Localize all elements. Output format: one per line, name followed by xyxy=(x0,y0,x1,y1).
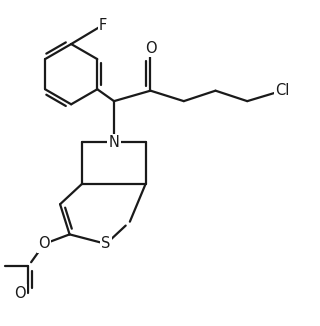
Text: F: F xyxy=(99,18,107,33)
Text: S: S xyxy=(101,236,111,251)
Text: O: O xyxy=(38,236,50,251)
Text: N: N xyxy=(108,135,119,150)
Text: O: O xyxy=(15,286,26,301)
Text: Cl: Cl xyxy=(275,83,289,98)
Text: O: O xyxy=(145,41,156,56)
